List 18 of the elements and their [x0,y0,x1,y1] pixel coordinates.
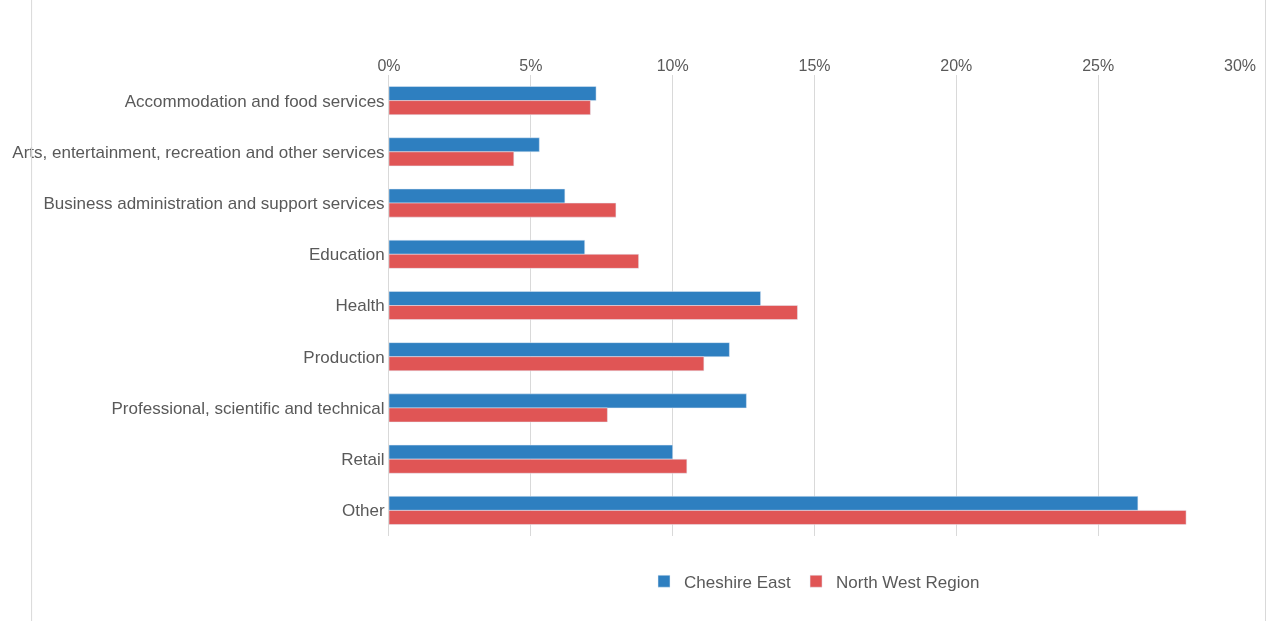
x-tick-label: 5% [519,56,543,74]
y-tick-label: Arts, entertainment, recreation and other services [12,142,385,162]
y-tick-label: Production [303,347,385,367]
y-tick-label: Business administration and support services [43,194,385,214]
y-tick-label: Accommodation and food services [124,91,385,111]
x-tick-label: 10% [656,56,689,74]
y-tick-label: Professional, scientific and technical [111,398,385,418]
x-tick-label: 0% [377,56,401,74]
y-tick-label: Other [342,501,385,521]
x-tick-label: 20% [940,56,973,74]
x-tick-label: 30% [1223,56,1257,74]
legend-label: Cheshire East [684,572,792,592]
y-tick-label: Retail [341,450,385,470]
y-tick-label: Health [335,296,385,316]
x-tick-label: 15% [798,56,831,74]
legend-label: North West Region [836,572,980,592]
x-tick-label: 25% [1082,56,1115,74]
y-tick-label: Education [308,245,385,265]
